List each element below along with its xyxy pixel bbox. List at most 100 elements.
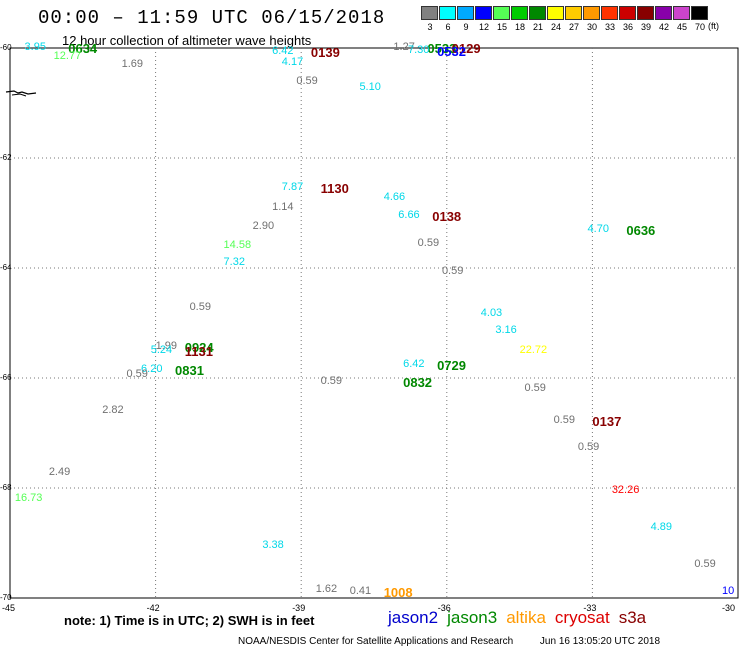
legend-swatch (457, 6, 474, 20)
wave-height-label: 14.58 (223, 239, 252, 251)
pass-time-label: 1008 (383, 585, 413, 600)
legend-value: 33 (604, 22, 615, 32)
lat-tick-label: -66 (0, 373, 12, 382)
wave-height-label: 5.10 (359, 80, 381, 93)
legend-swatch (439, 6, 456, 20)
wave-height-label: 0.59 (694, 558, 716, 570)
legend-value: 15 (496, 22, 507, 32)
satellite-altika: altika (506, 608, 546, 627)
wave-height-label: 0.59 (320, 375, 343, 388)
footnote: note: 1) Time is in UTC; 2) SWH is in fe… (64, 613, 315, 628)
legend-value: 70 (694, 22, 705, 32)
pass-time-label: 0532 (437, 44, 466, 60)
legend-value: 30 (586, 22, 597, 32)
legend-swatch (583, 6, 600, 20)
wave-height-label: 1.14 (272, 200, 294, 213)
legend-value: 39 (640, 22, 651, 32)
legend-value: 18 (514, 22, 525, 32)
legend-swatch (673, 6, 690, 20)
legend-swatch (619, 6, 636, 20)
legend-swatch (601, 6, 618, 20)
wave-height-label: 3.95 (24, 41, 46, 53)
map-subtitle: 12 hour collection of altimeter wave hei… (62, 33, 312, 48)
lat-tick-label: -70 (0, 593, 12, 602)
pass-time-label: 0831 (175, 362, 204, 378)
pass-time-label: 0533 (427, 41, 457, 56)
wave-height-label: 4.17 (281, 55, 304, 68)
lon-tick-label: -45 (2, 603, 16, 613)
lat-tick-label: -60 (0, 43, 12, 52)
wave-height-label: 1.62 (315, 582, 338, 595)
legend-value: 9 (463, 22, 469, 32)
wave-height-label: 0.59 (553, 413, 575, 426)
wave-height-label: 1.69 (121, 57, 144, 70)
wave-height-label: 22.72 (519, 343, 548, 356)
satellite-legend: jason2 jason3 altika cryosat s3a (388, 608, 655, 628)
generated-timestamp: Jun 16 13:05:20 UTC 2018 (539, 636, 661, 647)
legend-value: 21 (532, 22, 543, 32)
legend-swatch (475, 6, 492, 20)
wave-height-label: 0.59 (296, 75, 318, 88)
wave-height-label: 0.59 (441, 265, 464, 278)
wave-height-label: 12.77 (53, 50, 82, 63)
wave-height-label: 3.16 (495, 324, 517, 337)
lon-tick-label: -36 (437, 603, 451, 613)
lat-tick-label: -64 (0, 263, 12, 272)
lat-tick-label: -68 (0, 483, 12, 492)
pass-time-label: 0634 (68, 41, 98, 56)
legend-value: 36 (622, 22, 633, 32)
map-title: 00:00 – 11:59 UTC 06/15/2018 (38, 7, 386, 29)
wave-height-label: 4.70 (587, 222, 609, 235)
legend-value: 3 (427, 22, 433, 32)
lat-tick-label: -62 (0, 153, 12, 162)
wave-height-label: 2.90 (252, 219, 275, 232)
pass-time-label: 0129 (451, 41, 481, 56)
legend-swatch (655, 6, 672, 20)
wave-height-label: 3.38 (262, 538, 284, 551)
color-legend-values: 3 6 9 12 15 18 21 24 27 30 33 36 39 42 45 70 (421, 22, 709, 32)
wave-height-label: 7.30 (407, 44, 430, 57)
wave-height-label: 2.49 (48, 465, 71, 478)
wave-height-label: 32.26 (611, 483, 640, 496)
wave-height-label: 1.27 (393, 41, 415, 53)
graticule (10, 48, 738, 598)
wave-height-label: 2.82 (102, 404, 124, 416)
map-frame (9, 47, 739, 599)
satellite-jason3: jason3 (447, 608, 498, 627)
legend-swatch (547, 6, 564, 20)
pass-time-label: 0729 (437, 358, 466, 374)
wave-height-label: 0.59 (126, 368, 148, 381)
lon-tick-label: -33 (583, 603, 597, 613)
legend-value: 24 (550, 22, 561, 32)
legend-value: 12 (478, 22, 489, 32)
pass-time-label: 1131 (184, 343, 213, 359)
lon-tick-label: -42 (146, 603, 160, 613)
legend-value: 42 (658, 22, 669, 32)
pass-time-label: 0832 (403, 375, 433, 391)
legend-value: 6 (445, 22, 451, 32)
wave-height-label: 6.42 (403, 358, 425, 371)
pass-time-label: 0137 (592, 413, 622, 429)
wave-height-label: 7.87 (281, 181, 304, 194)
legend-swatch (565, 6, 582, 20)
wave-height-label: 10 (722, 585, 735, 597)
lon-tick-label: -30 (722, 603, 736, 613)
wave-height-label: 6.20 (141, 362, 163, 375)
wave-height-label: 5.24 (150, 343, 173, 356)
wave-height-label: 0.59 (417, 237, 440, 250)
legend-swatch (637, 6, 654, 20)
coastline-island (5, 90, 37, 97)
wave-height-label: 6.42 (272, 45, 294, 58)
pass-time-label: 0924 (184, 339, 214, 355)
wave-height-label: 0.41 (349, 585, 372, 597)
legend-swatch (421, 6, 438, 20)
legend-swatch (529, 6, 546, 20)
wave-height-label: 4.03 (480, 306, 503, 319)
legend-value: 27 (568, 22, 579, 32)
satellite-s3a: s3a (618, 608, 647, 627)
legend-unit: (ft) (708, 21, 719, 31)
pass-time-label: 0138 (432, 208, 462, 224)
credits: NOAA/NESDIS Center for Satellite Applica… (238, 636, 660, 647)
color-legend (421, 6, 709, 20)
